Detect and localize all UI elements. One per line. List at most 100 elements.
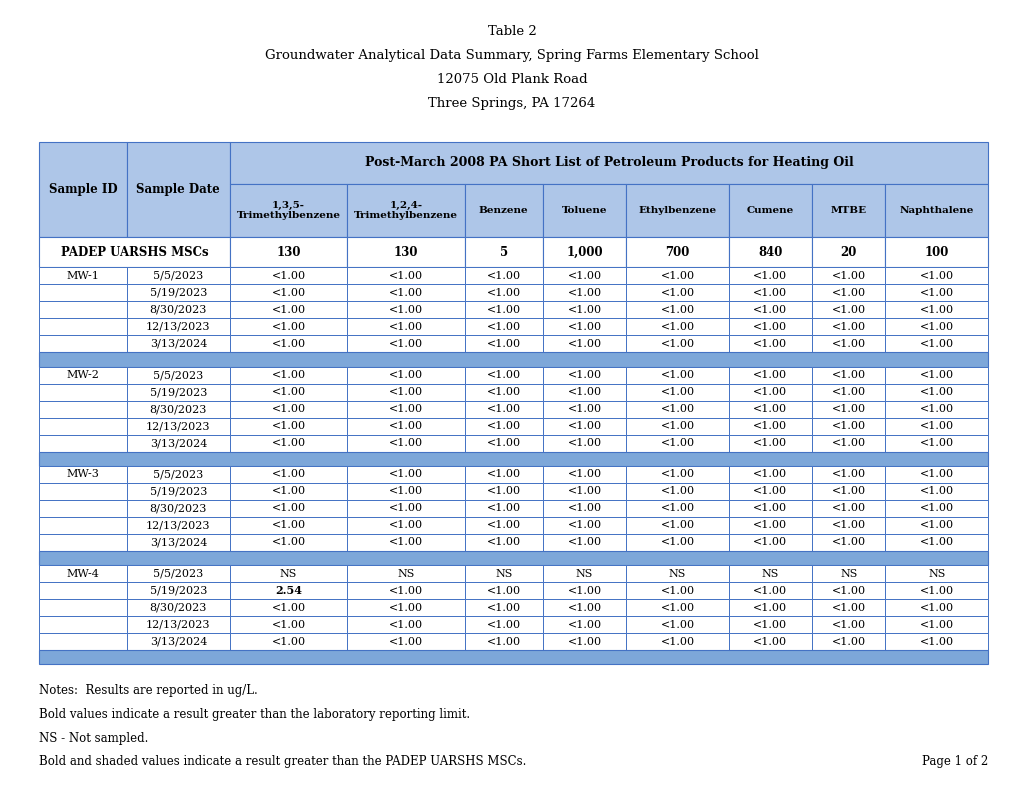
Text: Table 2: Table 2 <box>487 25 537 38</box>
Bar <box>729 483 812 500</box>
Bar <box>543 616 626 633</box>
Bar <box>626 267 729 284</box>
Bar <box>39 517 127 534</box>
Text: <1.00: <1.00 <box>567 370 601 380</box>
Text: <1.00: <1.00 <box>271 520 305 531</box>
Bar <box>886 616 988 633</box>
Bar <box>229 335 347 352</box>
Text: <1.00: <1.00 <box>567 387 601 397</box>
Text: <1.00: <1.00 <box>920 486 953 497</box>
Bar <box>229 301 347 318</box>
Text: <1.00: <1.00 <box>271 486 305 497</box>
Text: 5/5/2023: 5/5/2023 <box>154 569 204 579</box>
Text: <1.00: <1.00 <box>754 619 787 630</box>
Bar <box>812 616 886 633</box>
Bar <box>729 517 812 534</box>
Text: 3/13/2024: 3/13/2024 <box>150 339 207 349</box>
Bar <box>626 318 729 335</box>
Text: <1.00: <1.00 <box>660 619 694 630</box>
Text: <1.00: <1.00 <box>567 469 601 479</box>
Bar <box>229 384 347 400</box>
Bar <box>543 633 626 650</box>
Text: <1.00: <1.00 <box>660 404 694 414</box>
Bar <box>729 582 812 599</box>
Text: <1.00: <1.00 <box>567 404 601 414</box>
Text: <1.00: <1.00 <box>920 404 953 414</box>
Bar <box>229 237 347 267</box>
Bar <box>39 452 988 466</box>
Text: 8/30/2023: 8/30/2023 <box>150 404 207 414</box>
Text: <1.00: <1.00 <box>660 322 694 332</box>
Text: MTBE: MTBE <box>830 206 866 215</box>
Bar <box>465 284 543 301</box>
Text: 8/30/2023: 8/30/2023 <box>150 305 207 315</box>
Text: 100: 100 <box>925 246 949 259</box>
Bar <box>229 565 347 582</box>
Bar <box>812 384 886 400</box>
Bar <box>229 534 347 551</box>
Text: 5/19/2023: 5/19/2023 <box>150 486 207 497</box>
Text: 5/5/2023: 5/5/2023 <box>154 370 204 380</box>
Text: 12/13/2023: 12/13/2023 <box>146 520 211 531</box>
Text: <1.00: <1.00 <box>389 339 423 349</box>
Bar <box>39 352 988 366</box>
Text: <1.00: <1.00 <box>486 537 521 547</box>
Bar <box>127 284 229 301</box>
Bar <box>812 500 886 517</box>
Text: <1.00: <1.00 <box>389 503 423 513</box>
Bar <box>465 517 543 534</box>
Bar <box>729 384 812 400</box>
Text: <1.00: <1.00 <box>831 585 865 596</box>
Text: <1.00: <1.00 <box>831 271 865 281</box>
Text: <1.00: <1.00 <box>389 637 423 647</box>
Text: MW-2: MW-2 <box>67 370 99 380</box>
Text: <1.00: <1.00 <box>754 387 787 397</box>
Text: <1.00: <1.00 <box>567 288 601 298</box>
Bar <box>347 616 465 633</box>
Text: <1.00: <1.00 <box>660 537 694 547</box>
Text: <1.00: <1.00 <box>920 585 953 596</box>
Text: <1.00: <1.00 <box>389 486 423 497</box>
Bar <box>347 633 465 650</box>
Bar <box>886 466 988 483</box>
Bar <box>729 599 812 616</box>
Bar <box>543 237 626 267</box>
Text: <1.00: <1.00 <box>660 438 694 448</box>
Bar <box>39 400 127 418</box>
Text: Sample ID: Sample ID <box>48 184 118 196</box>
Text: <1.00: <1.00 <box>831 486 865 497</box>
Text: <1.00: <1.00 <box>754 520 787 531</box>
Text: <1.00: <1.00 <box>754 503 787 513</box>
Bar <box>465 466 543 483</box>
Text: <1.00: <1.00 <box>920 469 953 479</box>
Text: <1.00: <1.00 <box>486 503 521 513</box>
Bar <box>886 366 988 384</box>
Bar <box>465 184 543 237</box>
Bar <box>812 184 886 237</box>
Bar <box>229 434 347 452</box>
Text: <1.00: <1.00 <box>486 387 521 397</box>
Text: <1.00: <1.00 <box>567 339 601 349</box>
Bar <box>543 366 626 384</box>
Text: 12/13/2023: 12/13/2023 <box>146 421 211 431</box>
Text: Ethylbenzene: Ethylbenzene <box>638 206 717 215</box>
Bar <box>626 633 729 650</box>
Bar <box>626 400 729 418</box>
Bar <box>729 400 812 418</box>
Bar <box>465 400 543 418</box>
Text: <1.00: <1.00 <box>271 339 305 349</box>
Bar <box>39 267 127 284</box>
Text: <1.00: <1.00 <box>271 503 305 513</box>
Bar <box>127 599 229 616</box>
Bar <box>543 384 626 400</box>
Bar <box>127 517 229 534</box>
Bar <box>39 466 127 483</box>
Bar <box>729 301 812 318</box>
Text: <1.00: <1.00 <box>389 537 423 547</box>
Bar <box>347 384 465 400</box>
Text: <1.00: <1.00 <box>271 288 305 298</box>
Text: <1.00: <1.00 <box>754 305 787 315</box>
Text: <1.00: <1.00 <box>567 637 601 647</box>
Text: <1.00: <1.00 <box>389 288 423 298</box>
Text: <1.00: <1.00 <box>920 520 953 531</box>
